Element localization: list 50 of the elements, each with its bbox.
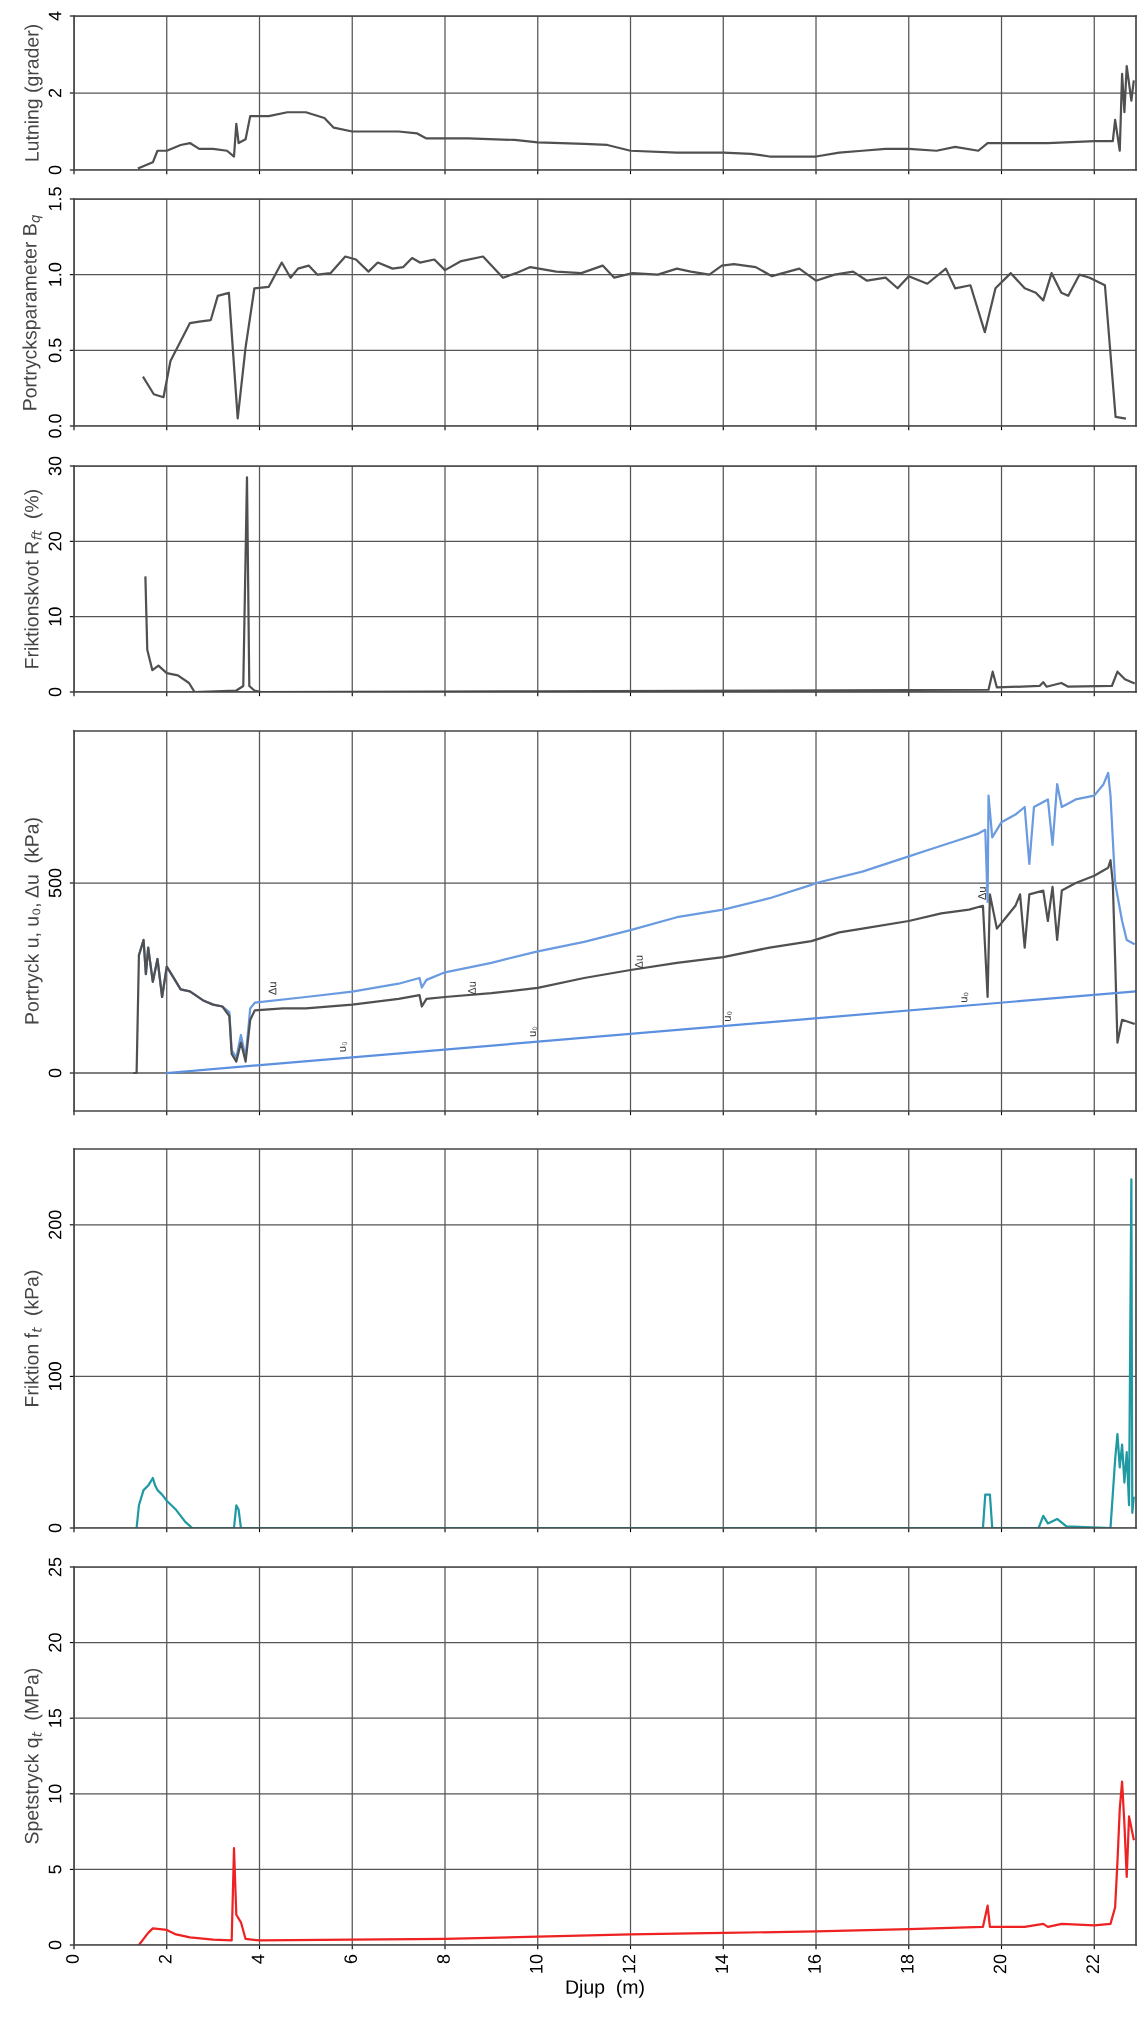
x-tick-label: 18 xyxy=(900,1954,914,1973)
annotation: Δu xyxy=(268,982,277,995)
y-axis-title: Friktionskvot R$_{ft}$ (%) xyxy=(24,490,43,668)
y-tick-label: 200 xyxy=(48,1210,62,1239)
y-axis-title: Lutning (grader) xyxy=(24,25,43,161)
x-tick-label: 12 xyxy=(622,1954,636,1973)
y-tick-label: 10 xyxy=(48,1784,62,1803)
annotation: u₀ xyxy=(339,1041,347,1052)
x-tick-label: 20 xyxy=(993,1954,1007,1974)
y-tick-label: 0.5 xyxy=(48,338,62,363)
x-tick-label: 14 xyxy=(715,1954,728,1973)
x-tick-label: 8 xyxy=(437,1954,450,1964)
y-tick-label: 0 xyxy=(48,165,62,175)
annotation: Δu xyxy=(635,955,643,969)
y-tick-label: 100 xyxy=(48,1362,62,1391)
y-tick-label: 1.5 xyxy=(48,187,62,211)
y-tick-label: 5 xyxy=(48,1865,62,1874)
y-tick-label: 0 xyxy=(48,1523,62,1533)
annotation: u₀ xyxy=(724,1011,732,1021)
y-tick-label: 1.0 xyxy=(48,262,62,286)
y-tick-label: 0 xyxy=(48,1940,62,1950)
y-tick-label: 500 xyxy=(48,868,62,898)
y-tick-label: 25 xyxy=(48,1557,62,1577)
x-tick-label: 4 xyxy=(251,1954,265,1964)
y-tick-label: 20 xyxy=(48,532,62,551)
x-tick-label: 10 xyxy=(529,1954,543,1973)
x-axis-title: Djup (m) xyxy=(566,1979,644,1998)
y-axis-title: Portryck u, u₀, Δu (kPa) xyxy=(24,818,43,1024)
annotation: Δu xyxy=(468,981,476,995)
y-tick-label: 0 xyxy=(48,1068,62,1078)
line-series xyxy=(137,1780,1135,1945)
y-tick-label: 15 xyxy=(48,1708,62,1727)
y-axis-title: Portrycksparameter B$_{q}$ xyxy=(22,214,43,410)
annotation: Δu xyxy=(978,887,986,900)
x-tick-label: 6 xyxy=(344,1954,358,1964)
y-tick-label: 10 xyxy=(48,607,62,626)
y-axis-title: Spetstryck q$_{t}$ (MPa) xyxy=(24,1668,43,1844)
y-tick-label: 0 xyxy=(48,687,62,697)
y-axis-title: Friktion f$_{t}$ (kPa) xyxy=(24,1270,43,1406)
y-tick-label: 30 xyxy=(48,456,62,476)
y-tick-label: 0.0 xyxy=(48,414,62,438)
x-tick-label: 16 xyxy=(808,1954,821,1973)
y-tick-label: 20 xyxy=(48,1633,62,1652)
y-tick-label: 4 xyxy=(48,11,62,21)
x-tick-label: 0 xyxy=(66,1954,79,1964)
x-tick-label: 22 xyxy=(1086,1954,1099,1974)
annotation: u₀ xyxy=(961,992,969,1002)
annotation: u₀ xyxy=(530,1026,537,1037)
y-tick-label: 2 xyxy=(48,88,62,98)
x-tick-label: 2 xyxy=(158,1954,172,1964)
